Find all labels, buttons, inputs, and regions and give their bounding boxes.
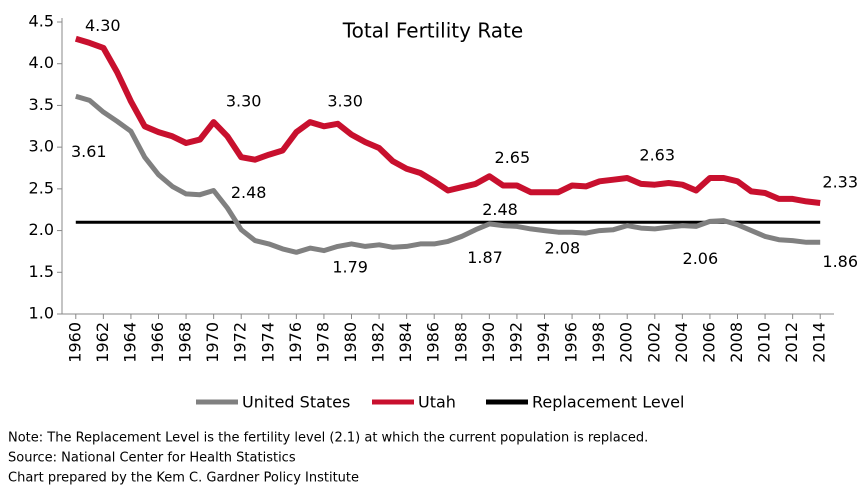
x-tick-label: 2010 xyxy=(755,322,774,363)
data-label: 4.30 xyxy=(85,16,121,35)
y-tick-label: 3.0 xyxy=(29,137,54,156)
chart-title: Total Fertility Rate xyxy=(342,19,523,43)
data-label: 1.87 xyxy=(467,248,503,267)
x-tick-label: 2014 xyxy=(810,322,829,363)
x-tick-label: 2012 xyxy=(782,322,801,363)
series-line xyxy=(74,35,821,206)
series-line xyxy=(75,93,821,255)
y-tick-label: 1.0 xyxy=(29,304,54,323)
x-tick-label: 1962 xyxy=(93,322,112,363)
note: Note: The Replacement Level is the ferti… xyxy=(8,431,648,446)
data-label: 3.30 xyxy=(226,92,262,111)
data-label: 2.63 xyxy=(639,146,675,165)
legend-label: Replacement Level xyxy=(532,393,684,412)
x-tick-label: 1974 xyxy=(258,322,277,363)
note: Chart prepared by the Kem C. Gardner Pol… xyxy=(8,471,359,486)
x-tick-label: 1986 xyxy=(424,322,443,363)
y-tick-label: 1.5 xyxy=(29,262,54,281)
x-tick-label: 2008 xyxy=(727,322,746,363)
x-tick-label: 1968 xyxy=(176,322,195,363)
x-tick-label: 1980 xyxy=(341,322,360,363)
data-label: 3.61 xyxy=(71,142,107,161)
x-tick-label: 1988 xyxy=(451,322,470,363)
x-tick-label: 1970 xyxy=(203,322,222,363)
data-label: 1.79 xyxy=(332,258,368,277)
x-tick-label: 1964 xyxy=(120,322,139,363)
x-tick-label: 1990 xyxy=(479,322,498,363)
x-tick-label: 1960 xyxy=(65,322,84,363)
x-tick-label: 2004 xyxy=(672,322,691,363)
x-tick-label: 1972 xyxy=(231,322,250,363)
data-label: 2.06 xyxy=(683,249,719,268)
x-tick-label: 1966 xyxy=(148,322,167,363)
data-label: 2.48 xyxy=(482,200,518,219)
data-label: 1.86 xyxy=(822,252,858,271)
legend-label: Utah xyxy=(418,393,456,412)
legend-label: United States xyxy=(242,393,350,412)
y-tick-label: 4.0 xyxy=(29,53,54,72)
data-label: 3.30 xyxy=(327,92,363,111)
x-tick-label: 2000 xyxy=(617,322,636,363)
x-tick-label: 1982 xyxy=(369,322,388,363)
y-tick-label: 3.5 xyxy=(29,95,54,114)
x-tick-label: 1976 xyxy=(286,322,305,363)
x-tick-label: 1984 xyxy=(396,322,415,363)
x-tick-label: 1992 xyxy=(506,322,525,363)
y-tick-label: 2.5 xyxy=(29,178,54,197)
y-tick-label: 4.5 xyxy=(29,12,54,31)
data-label: 2.08 xyxy=(545,238,581,257)
x-tick-label: 1998 xyxy=(589,322,608,363)
x-tick-label: 1978 xyxy=(313,322,332,363)
data-label: 2.33 xyxy=(822,173,858,192)
x-tick-label: 2002 xyxy=(644,322,663,363)
x-tick-label: 1996 xyxy=(562,322,581,363)
data-label: 2.65 xyxy=(495,148,531,167)
x-tick-label: 2006 xyxy=(699,322,718,363)
y-tick-label: 2.0 xyxy=(29,220,54,239)
note: Source: National Center for Health Stati… xyxy=(8,451,296,466)
data-label: 2.48 xyxy=(231,183,267,202)
x-tick-label: 1994 xyxy=(534,322,553,363)
